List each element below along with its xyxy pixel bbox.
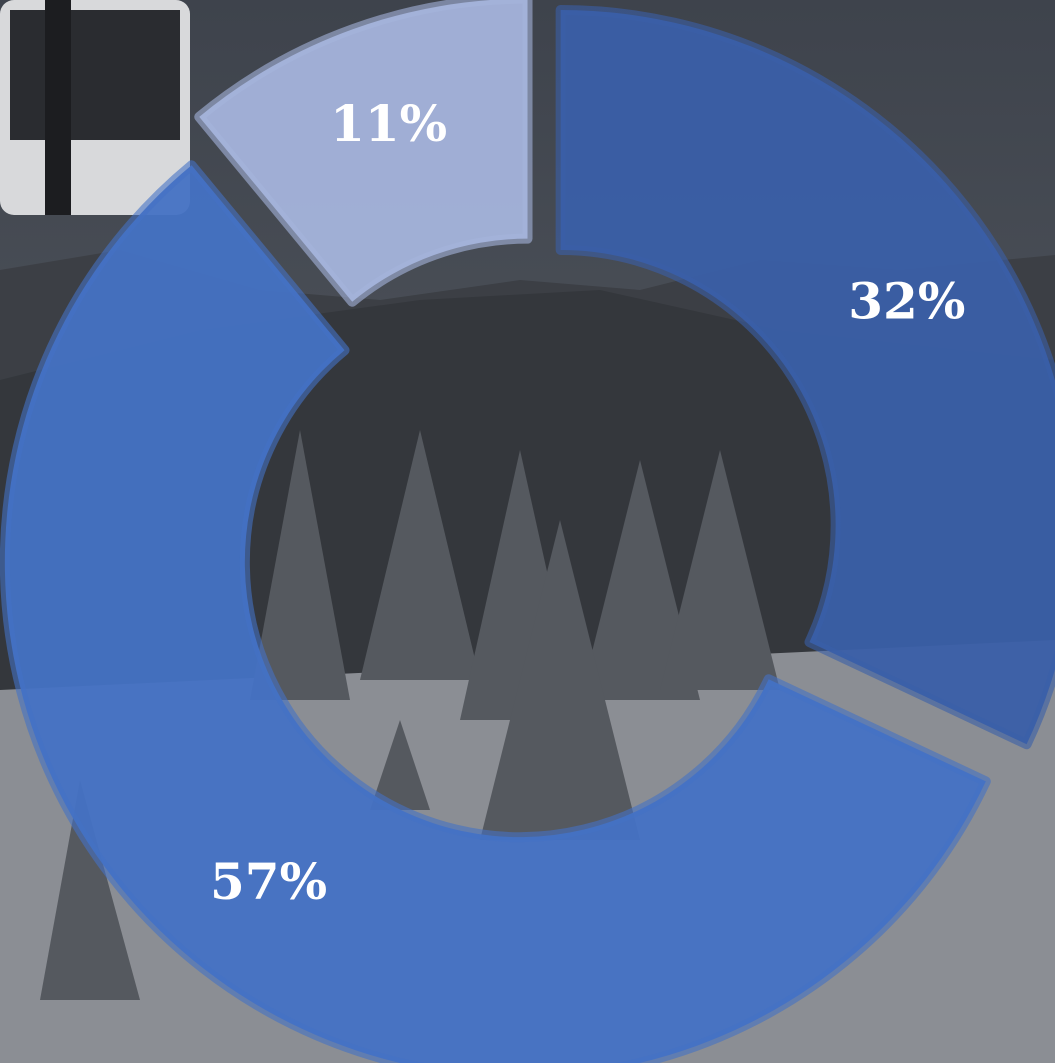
data-label: 32% bbox=[848, 271, 965, 330]
page: 32%57%11% (() => { const data = JSON.par… bbox=[0, 0, 1055, 1063]
data-label: 11% bbox=[330, 94, 447, 153]
chart: 32% 57% 11% bbox=[0, 0, 1055, 1063]
data-label: 57% bbox=[210, 852, 327, 911]
gondola bbox=[0, 0, 190, 215]
